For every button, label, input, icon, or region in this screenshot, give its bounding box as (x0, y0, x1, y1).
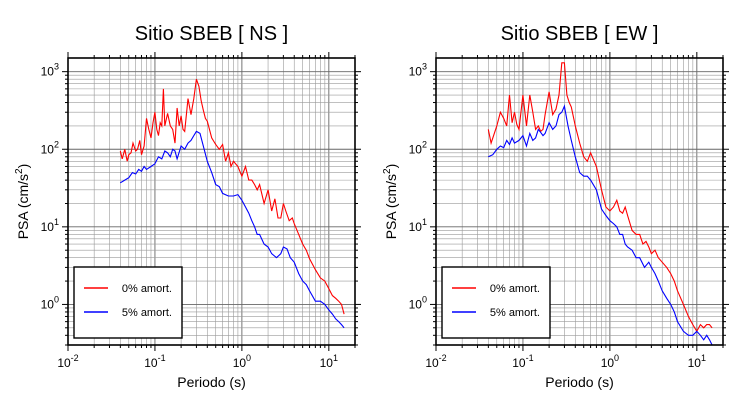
legend-label: 5% amort. (122, 307, 172, 319)
legend: 0% amort. 5% amort. (441, 266, 551, 339)
chart-panel-ew: Sitio SBEB [ EW ] 10-2 10-1 100 101 100 101 102… (382, 23, 729, 390)
series-line-damping-5 (120, 130, 345, 329)
legend-box (441, 266, 551, 339)
x-tick-label: 10-1 (144, 353, 165, 370)
x-tick-label: 10-2 (57, 353, 78, 370)
legend: 0% amort. 5% amort. (73, 266, 183, 339)
legend-label: 0% amort. (122, 283, 172, 295)
y-tick-label: 100 (409, 294, 427, 311)
series-line-damping-0 (487, 62, 713, 333)
y-tick-label: 102 (409, 139, 427, 156)
x-axis-label: Periodo (s) (545, 374, 613, 390)
x-tick-label: 101 (688, 353, 706, 370)
x-tick-label: 10-1 (512, 353, 533, 370)
y-tick-label: 103 (41, 62, 59, 79)
chart-panel-ns: Sitio SBEB [ NS ] 10-2 10-1 100 101 100 101 102… (14, 23, 361, 390)
series-line-damping-5 (488, 104, 713, 345)
y-tick-label: 103 (409, 62, 427, 79)
x-tick-label: 10-2 (425, 353, 446, 370)
legend-label: 0% amort. (490, 283, 540, 295)
x-tick-label: 100 (233, 353, 251, 370)
chart-title: Sitio SBEB [ EW ] (501, 23, 659, 45)
x-tick-label: 100 (601, 353, 619, 370)
y-tick-label: 101 (41, 217, 59, 234)
plot-frame (67, 57, 356, 346)
grid-lines (68, 58, 355, 345)
chart-title: Sitio SBEB [ NS ] (135, 23, 288, 45)
y-axis-label: PSA (cm/s2) (382, 164, 399, 240)
x-axis-label: Periodo (s) (177, 374, 245, 390)
legend-box (73, 266, 183, 339)
x-tick-label: 101 (320, 353, 338, 370)
plot-frame (435, 57, 724, 346)
y-tick-label: 102 (41, 139, 59, 156)
y-tick-label: 100 (41, 294, 59, 311)
series-line-damping-0 (119, 79, 345, 315)
legend-label: 5% amort. (490, 307, 540, 319)
y-axis-label: PSA (cm/s2) (14, 164, 31, 240)
y-tick-label: 101 (409, 217, 427, 234)
